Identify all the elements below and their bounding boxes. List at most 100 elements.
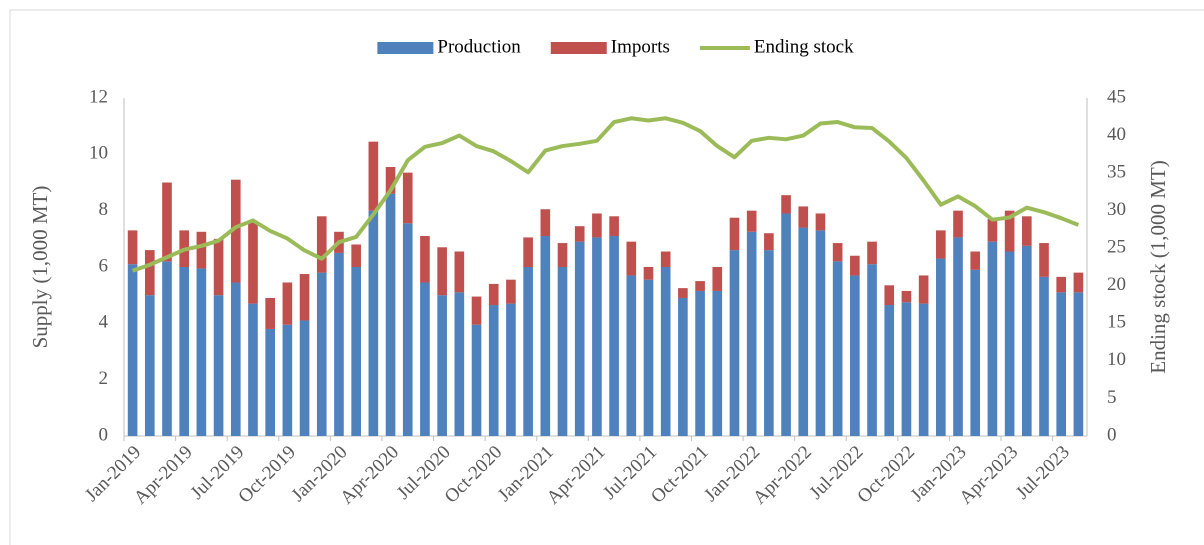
bar bbox=[144, 295, 155, 436]
bar bbox=[695, 281, 705, 291]
bar bbox=[1073, 292, 1084, 436]
bar bbox=[1073, 272, 1084, 293]
y2-tick-label: 30 bbox=[1107, 199, 1126, 220]
bar bbox=[282, 282, 293, 325]
legend-label: Ending stock bbox=[754, 36, 854, 57]
bar bbox=[454, 251, 465, 293]
y2-tick-label: 10 bbox=[1107, 349, 1126, 370]
bar bbox=[695, 290, 705, 436]
bar bbox=[402, 172, 413, 224]
bar bbox=[884, 305, 895, 436]
y-tick-label: 12 bbox=[89, 86, 108, 107]
y2-tick-label: 45 bbox=[1107, 86, 1126, 107]
bar bbox=[764, 250, 774, 436]
legend-label: Production bbox=[437, 36, 521, 57]
chart-border bbox=[9, 9, 1204, 545]
bar bbox=[746, 231, 757, 436]
legend-swatch bbox=[377, 42, 434, 54]
bar bbox=[953, 210, 963, 238]
bar bbox=[609, 236, 619, 436]
bar bbox=[1056, 292, 1067, 436]
bar bbox=[230, 179, 241, 283]
y2-tick-label: 5 bbox=[1107, 387, 1117, 408]
y2-tick-label: 0 bbox=[1107, 424, 1117, 445]
bar bbox=[1056, 276, 1067, 293]
bar bbox=[248, 221, 258, 304]
bar bbox=[437, 247, 447, 296]
bar bbox=[678, 297, 688, 436]
bar bbox=[420, 282, 430, 436]
bar bbox=[832, 261, 843, 436]
legend-swatch bbox=[550, 42, 607, 54]
bar bbox=[420, 236, 430, 283]
bar bbox=[196, 231, 207, 269]
bar bbox=[368, 210, 379, 436]
bar bbox=[213, 295, 224, 436]
bar bbox=[506, 303, 516, 436]
bar bbox=[1039, 276, 1049, 436]
y-tick-label: 10 bbox=[89, 143, 108, 164]
bar bbox=[660, 251, 671, 267]
bar bbox=[334, 252, 344, 436]
bar bbox=[196, 268, 207, 436]
bar bbox=[970, 251, 981, 270]
bar bbox=[385, 167, 396, 194]
y2-tick-label: 25 bbox=[1107, 237, 1126, 258]
bar bbox=[936, 230, 946, 259]
bar bbox=[574, 226, 585, 242]
bar bbox=[850, 275, 860, 436]
bar bbox=[1039, 243, 1049, 277]
x-tick-label: Oct-2022 bbox=[853, 442, 919, 508]
bar bbox=[540, 236, 551, 436]
bar bbox=[867, 264, 877, 436]
bar bbox=[488, 283, 499, 306]
bar bbox=[798, 206, 809, 228]
bar bbox=[248, 303, 258, 436]
bar bbox=[643, 267, 654, 280]
bar bbox=[918, 303, 929, 436]
bar bbox=[850, 255, 860, 276]
bar bbox=[953, 237, 963, 436]
bar bbox=[712, 267, 723, 291]
bar bbox=[712, 290, 723, 436]
bar bbox=[506, 279, 516, 304]
legend-label: Imports bbox=[611, 36, 670, 57]
bar bbox=[746, 210, 757, 232]
bar bbox=[230, 282, 241, 436]
bar bbox=[454, 292, 465, 436]
y-axis-title: Supply (1,000 MT) bbox=[28, 186, 52, 349]
bar bbox=[815, 213, 826, 231]
bar bbox=[901, 290, 912, 303]
bar bbox=[402, 223, 413, 436]
bar bbox=[316, 272, 327, 436]
bar bbox=[282, 324, 293, 436]
bar bbox=[574, 241, 585, 436]
bar bbox=[557, 243, 568, 267]
bar bbox=[987, 219, 998, 242]
bar bbox=[815, 230, 826, 436]
bar bbox=[918, 275, 929, 304]
bar bbox=[832, 243, 843, 262]
y2-tick-label: 20 bbox=[1107, 274, 1126, 295]
bar bbox=[660, 267, 671, 436]
bar bbox=[781, 195, 791, 214]
bar bbox=[437, 295, 447, 436]
bar bbox=[936, 258, 946, 436]
bar bbox=[1021, 245, 1032, 436]
bar bbox=[523, 267, 533, 436]
bar bbox=[162, 182, 172, 262]
bar bbox=[592, 237, 602, 436]
bar bbox=[299, 320, 310, 436]
bar bbox=[265, 297, 275, 329]
bar bbox=[316, 216, 327, 273]
x-tick-label: Oct-2021 bbox=[647, 442, 713, 508]
bar bbox=[471, 324, 482, 436]
bar bbox=[626, 241, 637, 276]
bar bbox=[729, 217, 740, 251]
y2-tick-label: 15 bbox=[1107, 312, 1126, 333]
bar bbox=[351, 267, 361, 436]
bar bbox=[729, 250, 740, 436]
x-tick-label: Oct-2019 bbox=[234, 442, 300, 508]
bar bbox=[970, 269, 981, 436]
